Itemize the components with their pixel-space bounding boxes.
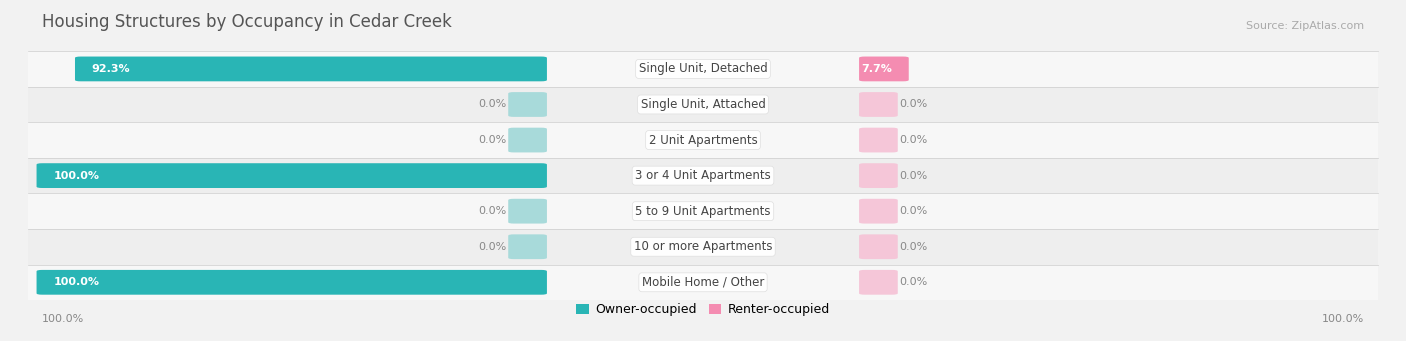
- FancyBboxPatch shape: [859, 57, 908, 81]
- Text: Mobile Home / Other: Mobile Home / Other: [641, 276, 765, 289]
- FancyBboxPatch shape: [859, 270, 898, 295]
- Text: 3 or 4 Unit Apartments: 3 or 4 Unit Apartments: [636, 169, 770, 182]
- Text: 0.0%: 0.0%: [900, 242, 928, 252]
- Text: Single Unit, Attached: Single Unit, Attached: [641, 98, 765, 111]
- Text: 5 to 9 Unit Apartments: 5 to 9 Unit Apartments: [636, 205, 770, 218]
- FancyBboxPatch shape: [37, 270, 547, 295]
- FancyBboxPatch shape: [508, 128, 547, 152]
- Text: 0.0%: 0.0%: [478, 206, 506, 216]
- Text: 2 Unit Apartments: 2 Unit Apartments: [648, 134, 758, 147]
- Text: 92.3%: 92.3%: [91, 64, 131, 74]
- FancyBboxPatch shape: [859, 234, 898, 259]
- Bar: [28, 229, 1378, 265]
- Bar: [28, 158, 1378, 193]
- FancyBboxPatch shape: [508, 92, 547, 117]
- FancyBboxPatch shape: [859, 199, 898, 224]
- Bar: [28, 51, 1378, 87]
- Text: 7.7%: 7.7%: [860, 64, 891, 74]
- Bar: [28, 87, 1378, 122]
- Text: 100.0%: 100.0%: [1322, 314, 1364, 324]
- Text: 0.0%: 0.0%: [900, 170, 928, 181]
- Text: 100.0%: 100.0%: [53, 277, 100, 287]
- Legend: Owner-occupied, Renter-occupied: Owner-occupied, Renter-occupied: [571, 298, 835, 321]
- Text: 10 or more Apartments: 10 or more Apartments: [634, 240, 772, 253]
- Text: 0.0%: 0.0%: [900, 100, 928, 109]
- Text: Housing Structures by Occupancy in Cedar Creek: Housing Structures by Occupancy in Cedar…: [42, 13, 453, 31]
- FancyBboxPatch shape: [75, 57, 547, 81]
- FancyBboxPatch shape: [859, 92, 898, 117]
- Text: 0.0%: 0.0%: [900, 277, 928, 287]
- Bar: [28, 265, 1378, 300]
- Text: 0.0%: 0.0%: [478, 135, 506, 145]
- Bar: [28, 122, 1378, 158]
- FancyBboxPatch shape: [859, 163, 898, 188]
- Text: 0.0%: 0.0%: [900, 135, 928, 145]
- FancyBboxPatch shape: [37, 163, 547, 188]
- Text: 0.0%: 0.0%: [900, 206, 928, 216]
- Text: Single Unit, Detached: Single Unit, Detached: [638, 62, 768, 75]
- Text: Source: ZipAtlas.com: Source: ZipAtlas.com: [1246, 21, 1364, 31]
- FancyBboxPatch shape: [508, 199, 547, 224]
- FancyBboxPatch shape: [508, 234, 547, 259]
- Bar: [28, 193, 1378, 229]
- Text: 100.0%: 100.0%: [42, 314, 84, 324]
- Text: 0.0%: 0.0%: [478, 242, 506, 252]
- Text: 100.0%: 100.0%: [53, 170, 100, 181]
- Text: 0.0%: 0.0%: [478, 100, 506, 109]
- FancyBboxPatch shape: [859, 128, 898, 152]
